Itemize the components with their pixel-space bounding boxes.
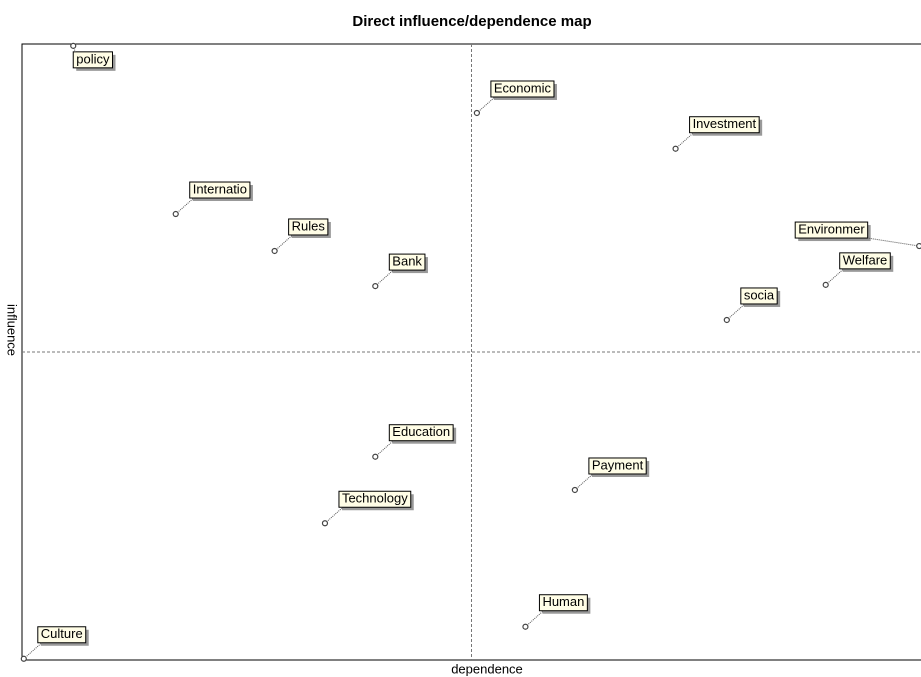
- label-box: [72, 51, 113, 69]
- point: [473, 109, 480, 117]
- point: [372, 453, 379, 460]
- point-label: Internatio: [193, 181, 247, 196]
- label-box: [37, 626, 87, 644]
- point-label: policy: [76, 51, 110, 66]
- label-box: [588, 457, 647, 475]
- leader-line: [374, 269, 394, 287]
- label-box: [189, 181, 251, 199]
- label-box: [689, 116, 760, 134]
- leader-line: [175, 197, 195, 215]
- point: [822, 281, 829, 288]
- label-box: [740, 287, 778, 305]
- point-label: Education: [392, 424, 450, 439]
- point-label: Culture: [41, 626, 83, 641]
- leader-line: [675, 132, 694, 150]
- leader-line: [324, 506, 344, 524]
- leader-line: [274, 234, 293, 252]
- leader-line: [574, 473, 594, 491]
- point-label: Human: [542, 594, 584, 609]
- point-label: Economic: [494, 80, 552, 95]
- label-box: [338, 490, 412, 508]
- x-axis-label: dependence: [451, 661, 523, 676]
- point: [916, 242, 921, 250]
- point: [723, 316, 730, 324]
- leader-line: [525, 610, 544, 628]
- point: [20, 655, 27, 662]
- point-label: Technology: [342, 491, 408, 506]
- point-label: socia: [744, 287, 775, 302]
- point-label: Investment: [693, 116, 757, 131]
- point-label: Payment: [592, 457, 644, 472]
- leader-line: [476, 96, 496, 114]
- point: [70, 42, 77, 49]
- label-box: [839, 252, 891, 270]
- point-label: Bank: [392, 254, 422, 269]
- label-box: [490, 80, 555, 98]
- label-box: [538, 594, 588, 612]
- label-box: [794, 221, 869, 239]
- label-box: [288, 218, 329, 236]
- point: [372, 282, 379, 290]
- label-box: [388, 253, 426, 271]
- point-label: Environmer: [798, 221, 865, 236]
- leader-line: [726, 303, 746, 321]
- point: [672, 145, 679, 152]
- leader-line: [825, 268, 845, 286]
- point: [571, 486, 578, 494]
- y-axis-label: influence: [5, 304, 20, 356]
- leader-line: [23, 642, 43, 660]
- point-label: Welfare: [843, 252, 888, 267]
- point: [522, 623, 529, 630]
- point: [172, 210, 179, 218]
- point: [271, 247, 278, 255]
- label-box: [388, 424, 454, 442]
- leader-line: [374, 440, 394, 458]
- point: [321, 520, 329, 527]
- leader-line: [867, 237, 920, 247]
- chart-title: Direct influence/dependence map: [352, 13, 591, 30]
- point-label: Rules: [292, 218, 326, 233]
